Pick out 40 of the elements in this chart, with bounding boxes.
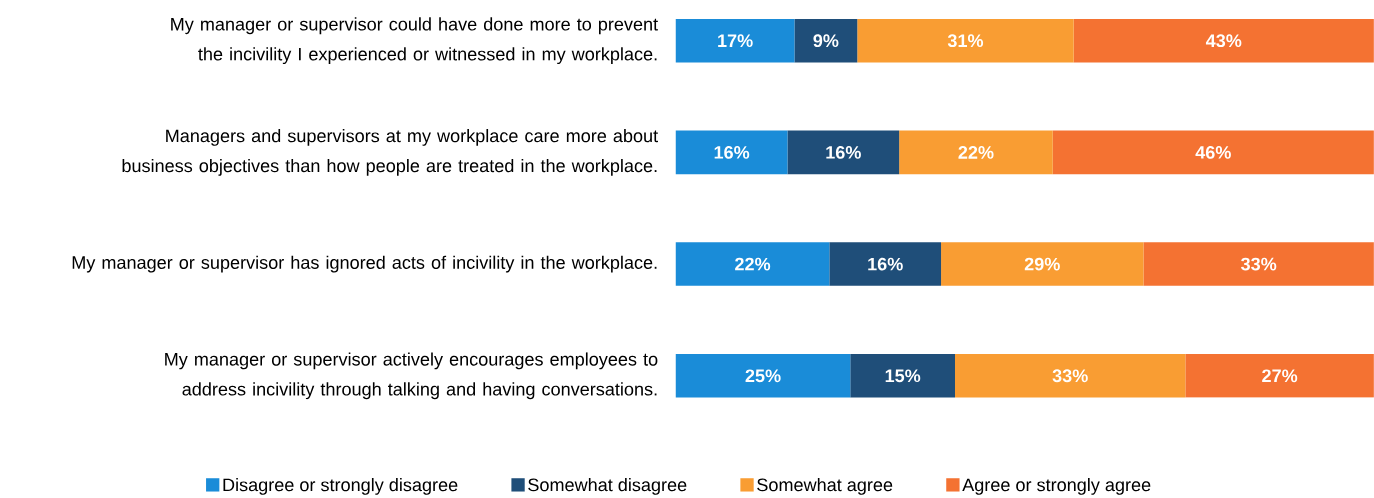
legend-label: Somewhat agree [757, 477, 893, 495]
bar [857, 18, 1074, 63]
bar [794, 18, 858, 63]
bar [955, 353, 1186, 398]
data-label: 29% [1024, 257, 1060, 271]
bar [829, 242, 942, 286]
legend-label: Somewhat disagree [528, 477, 687, 495]
data-label: 33% [1241, 257, 1277, 271]
bar [850, 353, 955, 398]
data-label: 22% [958, 145, 994, 159]
bar [675, 130, 788, 174]
legend-label: Agree or strongly agree [962, 477, 1151, 495]
data-label: 27% [1262, 369, 1298, 382]
bar [675, 242, 830, 286]
bar [1143, 242, 1374, 286]
data-label: 31% [947, 34, 984, 47]
data-label: 16% [714, 145, 750, 159]
bar [675, 18, 795, 63]
data-label: 17% [718, 34, 753, 47]
data-label: 25% [745, 369, 781, 382]
y-tick-label: My manager or supervisor actively encourages employees to address incivility through talking and having conversations. [165, 352, 658, 399]
bar [787, 130, 900, 174]
bar [941, 242, 1144, 286]
y-tick-label: Managers and supervisors at my workplace care more about business objectives than how people are treated in the workplace. [122, 128, 658, 176]
data-label: 15% [885, 369, 921, 382]
data-label: 43% [1205, 34, 1242, 47]
data-label: 22% [735, 257, 771, 271]
bar [1185, 353, 1374, 398]
y-tick-label: My manager or supervisor has ignored acts of incivility in the workplace. [72, 255, 657, 273]
data-label: 46% [1195, 145, 1231, 159]
bar [1052, 130, 1374, 174]
bar [1073, 18, 1374, 63]
data-label: 16% [826, 145, 861, 159]
data-label: 9% [813, 34, 839, 47]
bar [899, 130, 1053, 174]
data-label: 33% [1052, 369, 1088, 382]
legend-label: Disagree or strongly disagree [223, 477, 458, 495]
bar [675, 353, 851, 398]
data-label: 16% [868, 257, 903, 271]
y-tick-label: My manager or supervisor could have done more to prevent the incivility I experienced or witnessed in my workplace. [171, 17, 658, 64]
